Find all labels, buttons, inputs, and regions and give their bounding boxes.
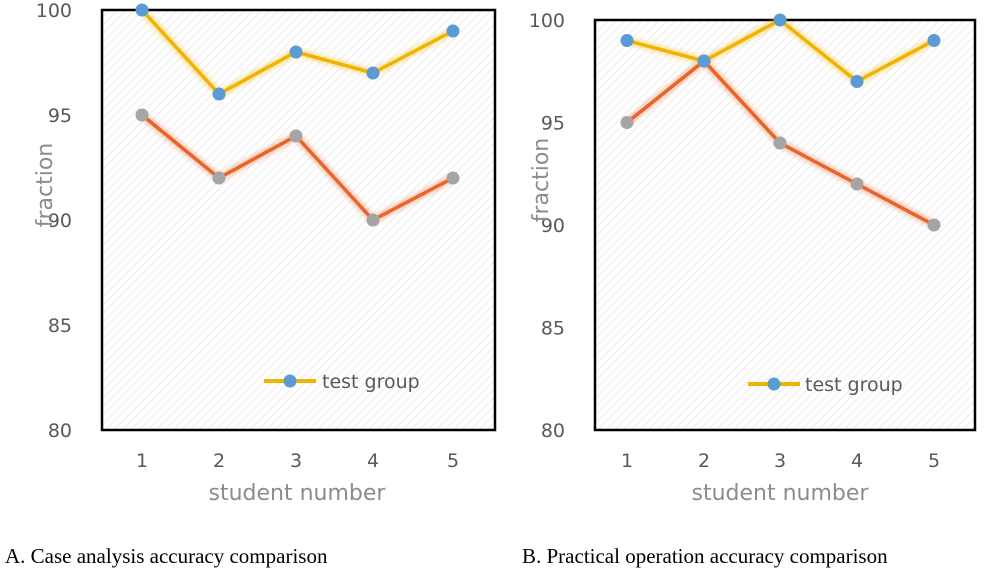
- legend-marker: [767, 377, 781, 391]
- control-group-point: [850, 177, 864, 191]
- x-tick-label: 5: [928, 450, 940, 472]
- y-tick-label: 80: [541, 420, 565, 442]
- x-tick-label: 2: [213, 450, 225, 472]
- plot-area: [102, 10, 495, 430]
- x-tick-label: 1: [621, 450, 633, 472]
- x-tick-label: 2: [698, 450, 710, 472]
- figure-caption: A. Case analysis accuracy comparison: [5, 544, 328, 568]
- chart-b: 80 85 90 95 100 1 2 3 4 5 student number fraction te…: [522, 10, 977, 568]
- x-tick-label: 1: [136, 450, 148, 472]
- figure-caption: B. Practical operation accuracy comparis…: [522, 544, 888, 568]
- y-tick-label: 90: [541, 215, 565, 237]
- plot-area: [595, 20, 975, 430]
- x-tick-label: 3: [290, 450, 302, 472]
- y-tick-label: 95: [48, 105, 72, 127]
- x-axis-title: student number: [692, 481, 870, 506]
- x-axis-title: student number: [209, 481, 387, 506]
- chart-a: 80 85 90 95 100 1 2 3 4 5 student number fraction te…: [5, 0, 497, 568]
- control-group-point: [620, 116, 634, 129]
- legend: test group: [748, 374, 903, 396]
- test-group-point: [850, 75, 864, 88]
- y-tick-label: 80: [48, 420, 72, 442]
- y-tick-label: 100: [36, 0, 72, 22]
- y-axis-title: fraction: [33, 143, 58, 228]
- control-group-point: [212, 171, 226, 185]
- y-tick-label: 100: [529, 10, 565, 32]
- test-group-point: [446, 24, 460, 38]
- test-group-point: [135, 3, 149, 17]
- test-group-point: [212, 87, 226, 101]
- y-tick-label: 90: [48, 210, 72, 232]
- plot-frame: [100, 8, 497, 432]
- control-group-point: [773, 136, 787, 150]
- test-group-point: [289, 45, 303, 59]
- test-group-point: [773, 13, 787, 27]
- legend-label: test group: [322, 371, 420, 393]
- y-tick-label: 85: [541, 318, 565, 340]
- test-group-point: [620, 34, 634, 47]
- control-group-point: [135, 108, 149, 122]
- control-group-point: [289, 129, 303, 143]
- test-group-point: [366, 66, 380, 80]
- x-tick-label: 5: [447, 450, 459, 472]
- y-tick-label: 95: [541, 113, 565, 135]
- control-group-point: [366, 213, 380, 227]
- x-tick-label: 4: [367, 450, 379, 472]
- x-tick-label: 3: [774, 450, 786, 472]
- legend-label: test group: [805, 374, 903, 396]
- legend-marker: [283, 374, 297, 388]
- control-group-point: [927, 218, 941, 232]
- test-group-point: [697, 54, 711, 68]
- y-axis-title: fraction: [529, 138, 554, 223]
- x-tick-label: 4: [851, 450, 863, 472]
- control-group-point: [446, 171, 460, 185]
- test-group-point: [927, 34, 941, 47]
- y-tick-label: 85: [48, 315, 72, 337]
- legend: test group: [264, 371, 420, 393]
